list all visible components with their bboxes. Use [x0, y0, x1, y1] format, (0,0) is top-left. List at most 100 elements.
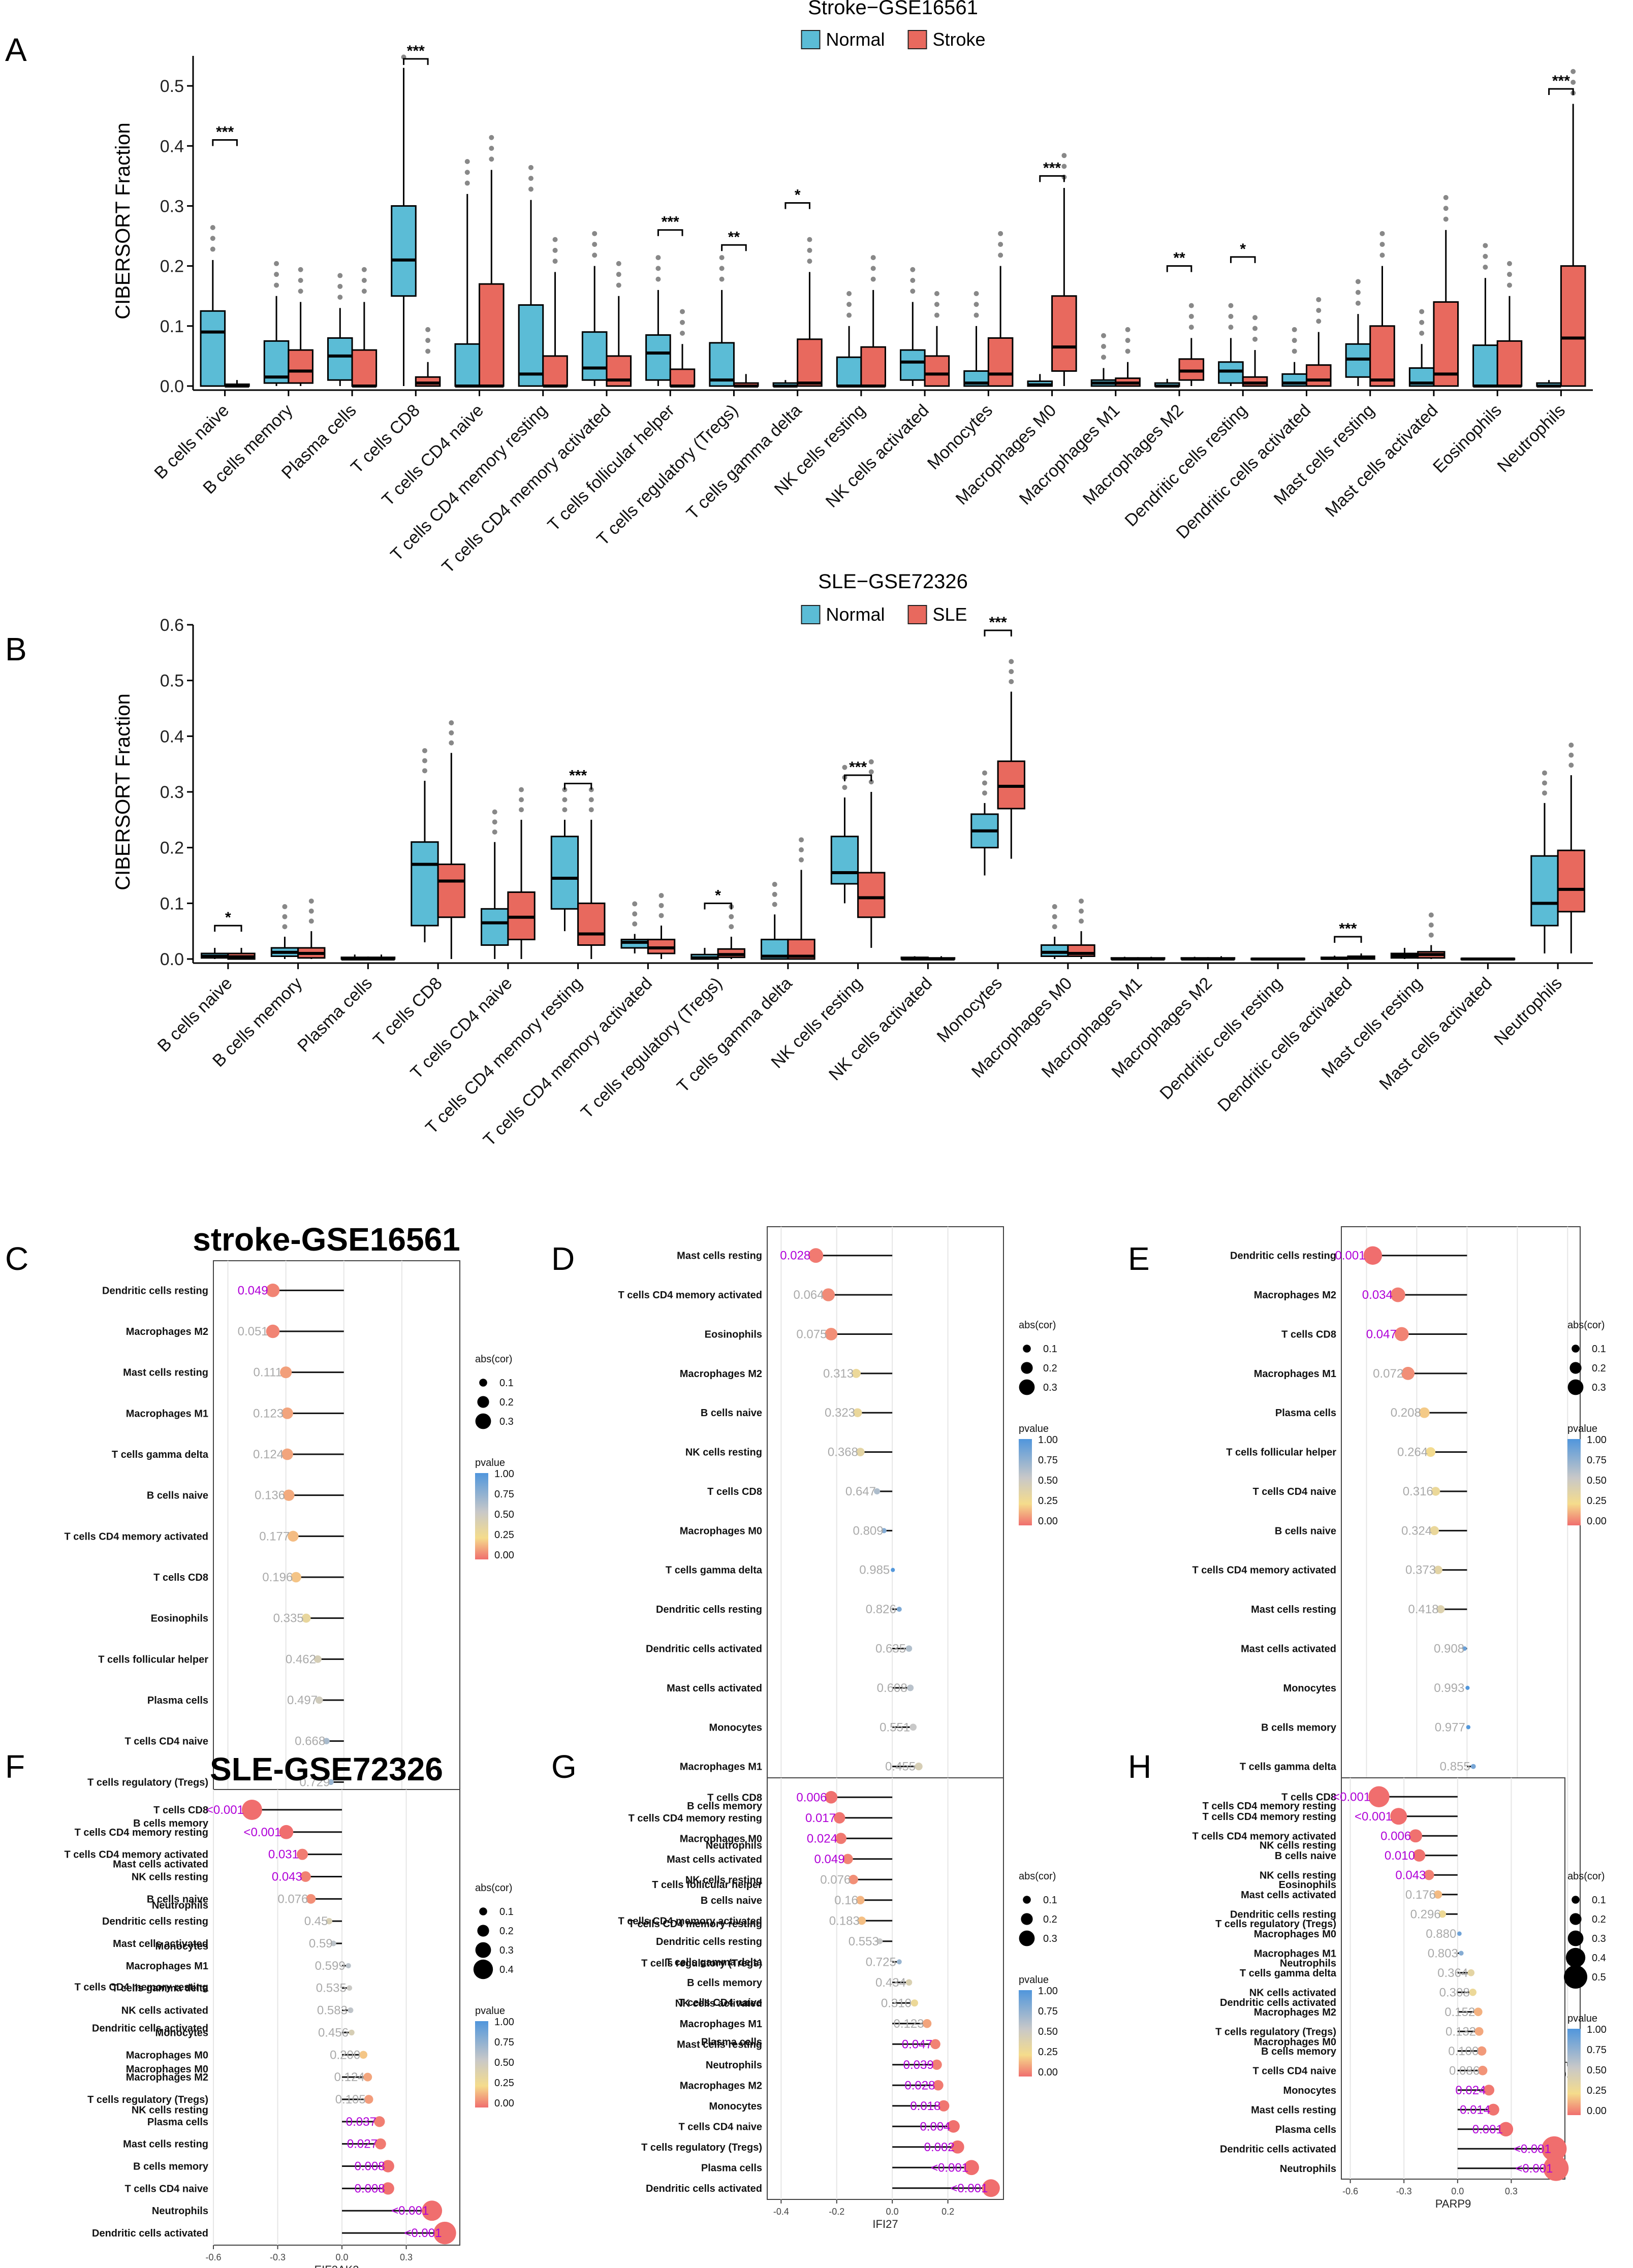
p-value-label: 0.308 [1439, 1986, 1470, 1999]
x-axis-title: EIF2AK2 [314, 2263, 359, 2268]
row-label: Macrophages M1 [126, 1408, 208, 1419]
outlier-point [465, 170, 470, 175]
p-value-label: 0.977 [1435, 1720, 1465, 1734]
outlier-point [934, 291, 939, 296]
lollipop-dot [349, 2030, 354, 2035]
outlier-point [562, 807, 567, 812]
box-stroke [988, 338, 1013, 386]
panel-label: E [1128, 1240, 1150, 1277]
lollipop-panel-F: FSLE-GSE72326-0.6-0.30.00.3EIF2AK2T cell… [5, 1748, 514, 2268]
color-legend-label: 0.75 [1587, 1455, 1607, 1466]
row-label: NK cells resting [132, 1871, 208, 1882]
outlier-point [998, 242, 1003, 247]
row-label: Macrophages M0 [680, 1833, 762, 1844]
outlier-point [1052, 924, 1057, 929]
y-tick-label: 0.3 [160, 197, 184, 216]
lollipop-dot [1390, 1808, 1407, 1825]
outlier-point [680, 320, 685, 325]
lollipop-dot [1465, 1686, 1469, 1690]
outlier-point [1316, 318, 1321, 324]
outlier-point [1571, 80, 1576, 85]
row-label: T cells regulatory (Tregs) [1215, 2026, 1336, 2037]
chart-title: stroke-GSE16561 [193, 1221, 460, 1258]
box-stroke [289, 350, 313, 383]
color-legend-label: 0.50 [1587, 2065, 1607, 2076]
outlier-point [1228, 314, 1233, 319]
row-label: NK cells activated [675, 1998, 762, 2009]
y-tick-label: 0.2 [160, 257, 184, 276]
size-legend-label: 0.3 [1043, 1382, 1057, 1393]
row-label: Mast cells resting [677, 2039, 762, 2050]
outlier-point [1101, 344, 1106, 349]
chart-title: Stroke−GSE16561 [808, 0, 978, 19]
outlier-point [210, 247, 215, 252]
p-value-label: 0.136 [255, 1489, 285, 1503]
outlier-point [1009, 669, 1014, 674]
row-label: NK cells resting [1260, 1870, 1336, 1881]
p-value-label: 0.004 [920, 2120, 950, 2133]
row-label: T cells CD4 memory resting [75, 1827, 208, 1838]
panel-label: D [551, 1240, 575, 1277]
p-value-label: 0.599 [315, 1959, 346, 1973]
color-legend-label: 1.00 [1587, 1434, 1607, 1446]
legend-swatch [802, 605, 820, 624]
outlier-point [1316, 297, 1321, 302]
significance-label: * [225, 909, 231, 926]
outlier-point [1125, 348, 1130, 354]
color-legend-label: 0.25 [494, 1529, 514, 1541]
lollipop-dot [907, 1684, 914, 1691]
color-legend-label: 0.25 [494, 2078, 514, 2089]
outlier-point [632, 901, 637, 906]
p-value-label: 0.208 [1391, 1406, 1421, 1420]
significance-bracket [404, 59, 428, 65]
outlier-point [982, 771, 987, 776]
row-label: Neutrophils [706, 2060, 762, 2071]
box-stroke [861, 347, 886, 386]
size-legend-dot [1023, 1896, 1031, 1904]
outlier-point [871, 266, 876, 271]
row-label: B cells memory [1261, 1722, 1337, 1733]
x-tick-label: T cells CD8 [369, 974, 446, 1050]
size-legend-label: 0.3 [1592, 1382, 1606, 1393]
p-value-label: 0.037 [346, 2115, 376, 2129]
row-label: T cells CD4 naive [124, 1736, 208, 1747]
panel-label: F [5, 1748, 25, 1785]
significance-label: * [715, 887, 721, 904]
outlier-point [659, 913, 664, 918]
outlier-point [1356, 279, 1361, 284]
p-value-label: 0.002 [924, 2141, 955, 2154]
lollipop-dot [897, 1607, 902, 1612]
outlier-point [492, 809, 497, 814]
outlier-point [425, 338, 430, 343]
outlier-point [1419, 331, 1424, 336]
outlier-point [719, 266, 725, 271]
p-value-label: <0.001 [391, 2204, 429, 2218]
outlier-point [465, 181, 470, 186]
p-value-label: 0.043 [272, 1870, 302, 1883]
p-value-label: 0.049 [238, 1284, 268, 1297]
p-value-label: 0.183 [829, 1914, 860, 1928]
row-label: T cells CD4 memory resting [1203, 1811, 1336, 1823]
p-value-label: 0.725 [866, 1955, 896, 1969]
box-normal [831, 837, 858, 884]
p-value-label: 0.373 [1405, 1563, 1436, 1577]
row-label: Dendritic cells resting [1230, 1251, 1336, 1262]
box-normal [482, 909, 508, 945]
outlier-point [1009, 659, 1014, 664]
row-label: T cells CD4 memory activated [618, 1290, 762, 1301]
outlier-point [1252, 315, 1258, 320]
p-value-label: 0.008 [355, 2182, 385, 2195]
size-legend-dot [1568, 1380, 1584, 1395]
outlier-point [934, 313, 939, 318]
significance-bracket [722, 245, 746, 251]
p-value-label: 0.908 [1434, 1642, 1464, 1656]
outlier-point [489, 156, 494, 162]
row-label: Neutrophils [1280, 2163, 1336, 2175]
outlier-point [519, 787, 524, 792]
outlier-point [298, 289, 303, 294]
outlier-point [846, 291, 852, 296]
p-value-label: 0.076 [820, 1873, 851, 1887]
outlier-point [799, 857, 804, 863]
significance-bracket [1335, 937, 1361, 943]
p-value-label: 0.200 [330, 2048, 360, 2062]
